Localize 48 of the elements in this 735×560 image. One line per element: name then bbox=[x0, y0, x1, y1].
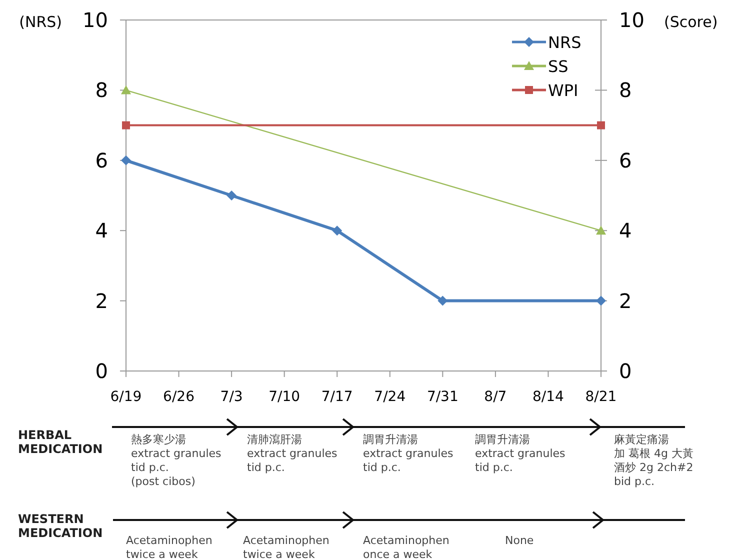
text: Acetaminophen twice a week bbox=[126, 534, 212, 560]
x-tick-label: 7/24 bbox=[374, 389, 406, 405]
text: 調胃升清湯 extract granules tid p.c. bbox=[363, 433, 454, 474]
y2-tick-label: 4 bbox=[619, 218, 632, 243]
x-tick-label: 6/19 bbox=[110, 389, 142, 405]
point bbox=[596, 296, 606, 306]
text: 酒炒 2g 2ch#2 bbox=[614, 461, 694, 474]
text: bid p.c. bbox=[614, 475, 655, 488]
x-tick-label: 8/21 bbox=[585, 389, 617, 405]
x-tick-label: 7/31 bbox=[426, 389, 458, 405]
x-tick-label: 8/14 bbox=[532, 389, 564, 405]
y2-tick-label: 2 bbox=[619, 288, 632, 313]
x-tick-label: 7/10 bbox=[268, 389, 300, 405]
point bbox=[226, 190, 237, 200]
point bbox=[332, 226, 342, 236]
text: 熱多寒少湯 extract granules tid p.c. (post cibos) bbox=[131, 433, 222, 488]
text: 麻黃定痛湯 bbox=[614, 433, 669, 446]
y-tick-label: 0 bbox=[95, 359, 108, 383]
y2-tick-label: 10 bbox=[619, 8, 644, 32]
x-tick-label: 6/26 bbox=[163, 389, 195, 405]
x-tick-label: 7/3 bbox=[220, 389, 243, 405]
legend-label: SS bbox=[548, 57, 568, 76]
legend-label: NRS bbox=[548, 33, 582, 52]
y-tick-label: 2 bbox=[95, 288, 108, 313]
text: WESTERN MEDICATION bbox=[18, 512, 103, 540]
y2-axis-title: (Score) bbox=[664, 13, 718, 31]
y-axis-title: (NRS) bbox=[19, 13, 62, 31]
point bbox=[597, 121, 605, 130]
y-tick-label: 4 bbox=[95, 218, 108, 243]
text: 加 葛根 4g 大黃 bbox=[614, 447, 694, 460]
text: Acetaminophen twice a week bbox=[243, 534, 330, 560]
text: None bbox=[505, 534, 534, 547]
y2-tick-label: 6 bbox=[619, 148, 632, 172]
y2-tick-label: 8 bbox=[619, 78, 632, 102]
y-tick-label: 8 bbox=[95, 78, 108, 102]
point bbox=[122, 121, 130, 130]
text: Acetaminophen once a week bbox=[363, 534, 450, 560]
point bbox=[438, 296, 448, 306]
x-tick-label: 7/17 bbox=[321, 389, 353, 405]
point bbox=[121, 155, 131, 166]
y2-tick-label: 0 bbox=[619, 359, 632, 383]
y-tick-label: 10 bbox=[82, 8, 108, 32]
x-tick-label: 8/7 bbox=[484, 389, 507, 405]
legend-label: WPI bbox=[548, 81, 578, 100]
text: HERBAL MEDICATION bbox=[18, 428, 103, 456]
y-tick-label: 6 bbox=[95, 148, 108, 172]
text: 清肺瀉肝湯 extract granules tid p.c. bbox=[247, 433, 338, 474]
text: 調胃升清湯 extract granules tid p.c. bbox=[475, 433, 566, 474]
